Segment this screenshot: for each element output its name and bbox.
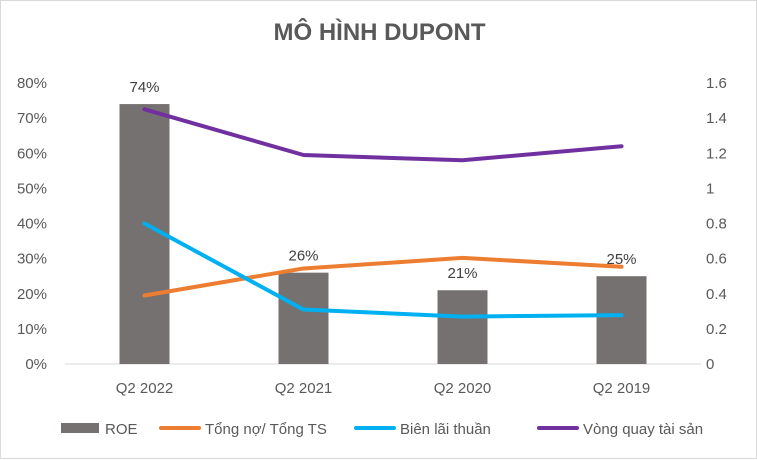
bar-roe (437, 290, 488, 364)
y-right-tick-label: 1.6 (706, 75, 727, 92)
legend-label: ROE (105, 421, 138, 438)
x-tick-label: Q2 2021 (275, 380, 333, 397)
y-right-tick-label: 0.6 (706, 251, 727, 268)
series-line-v-ng-quay-t-i-s-n (142, 107, 624, 163)
y-right-tick-label: 0.2 (706, 321, 727, 338)
bar-roe (596, 276, 647, 364)
y-left-tick-label: 20% (17, 286, 47, 303)
y-right-tick-label: 0.8 (706, 216, 727, 233)
y-left-tick-label: 80% (17, 75, 47, 92)
legend-swatch (61, 423, 99, 433)
y-left-tick-label: 10% (17, 321, 47, 338)
bar-data-label: 26% (288, 248, 318, 265)
legend-label: Tổng nợ/ Tổng TS (205, 421, 327, 438)
bar-data-label: 25% (606, 251, 636, 268)
y-left-tick-label: 60% (17, 145, 47, 162)
y-right-tick-label: 0 (706, 356, 714, 373)
series-line-t-ng-n-t-ng-ts (142, 255, 624, 298)
x-tick-label: Q2 2019 (593, 380, 651, 397)
legend-label: Vòng quay tài sản (583, 421, 703, 438)
y-right-tick-label: 1 (706, 180, 714, 197)
bar-data-label: 74% (129, 79, 159, 96)
chart-title: MÔ HÌNH DUPONT (273, 19, 486, 46)
y-right-tick-label: 1.2 (706, 145, 727, 162)
y-left-tick-label: 40% (17, 216, 47, 233)
y-right-tick-label: 0.4 (706, 286, 727, 303)
y-left-tick-label: 50% (17, 180, 47, 197)
x-tick-label: Q2 2020 (434, 380, 492, 397)
legend-label: Biên lãi thuần (400, 421, 491, 438)
y-right-tick-label: 1.4 (706, 110, 727, 127)
x-tick-label: Q2 2022 (116, 380, 174, 397)
bar-data-label: 21% (447, 265, 477, 282)
y-left-tick-label: 70% (17, 110, 47, 127)
series-line-bi-n-l-i-thu-n (142, 221, 624, 319)
y-left-tick-label: 0% (25, 356, 47, 373)
bar-roe (278, 272, 329, 364)
y-left-tick-label: 30% (17, 251, 47, 268)
